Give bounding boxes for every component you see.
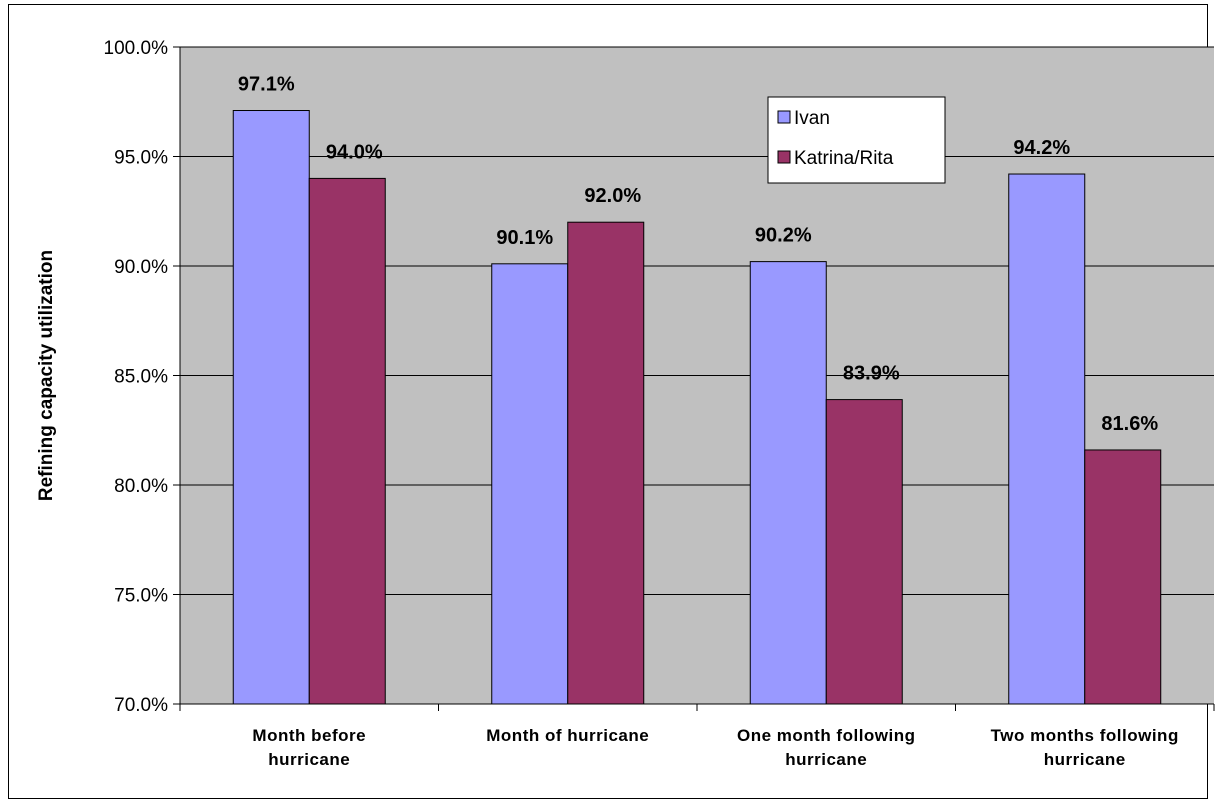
bar-katrina-rita <box>308 177 386 705</box>
x-category-label: One month following <box>737 726 916 745</box>
data-label: 92.0% <box>584 185 641 207</box>
bar-katrina-rita <box>567 221 645 705</box>
data-label: 83.9% <box>843 363 900 385</box>
bar-ivan <box>1008 173 1086 705</box>
legend-label: Katrina/Rita <box>794 148 894 169</box>
data-label: 94.0% <box>326 141 383 163</box>
data-label: 90.2% <box>755 225 812 247</box>
y-axis-title: Refining capacity utilization <box>36 250 57 501</box>
x-category-label: Month before <box>252 726 366 745</box>
legend-label: Ivan <box>794 108 830 129</box>
data-label: 90.1% <box>496 227 553 249</box>
y-tick-label: 85.0% <box>114 367 168 388</box>
data-label: 94.2% <box>1013 137 1070 159</box>
bar-ivan <box>749 261 827 705</box>
data-label: 97.1% <box>238 74 295 96</box>
y-tick-label: 95.0% <box>114 148 168 169</box>
legend-swatch <box>777 110 791 124</box>
y-tick-label: 75.0% <box>114 586 168 607</box>
y-tick-label: 90.0% <box>114 257 168 278</box>
x-category-label: hurricane <box>785 750 867 769</box>
data-label: 81.6% <box>1101 413 1158 435</box>
legend-swatch <box>777 150 791 164</box>
y-tick-label: 70.0% <box>114 695 168 716</box>
x-category-label: Month of hurricane <box>486 726 649 745</box>
y-tick-label: 100.0% <box>104 38 169 59</box>
x-category-label: hurricane <box>268 750 350 769</box>
x-category-label: hurricane <box>1044 750 1126 769</box>
x-category-label: Two months following <box>991 726 1179 745</box>
bar-ivan <box>491 263 569 705</box>
bar-ivan <box>232 110 310 705</box>
bar-katrina-rita <box>825 399 903 705</box>
y-tick-label: 80.0% <box>114 476 168 497</box>
legend <box>767 96 946 184</box>
bar-katrina-rita <box>1084 449 1162 705</box>
